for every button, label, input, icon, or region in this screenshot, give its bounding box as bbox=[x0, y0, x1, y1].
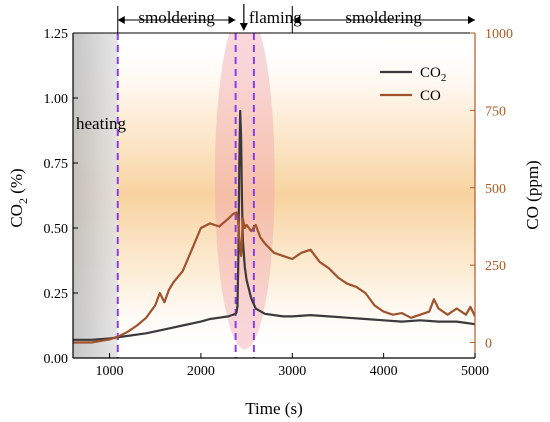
y-axis-left-title-unit: (%) bbox=[7, 168, 26, 198]
annot-smoldering-2-arrow-left bbox=[293, 16, 301, 24]
y-axis-right-title: CO (ppm) bbox=[523, 160, 542, 229]
y-right-tick-label: 750 bbox=[485, 104, 506, 119]
x-tick-label: 4000 bbox=[370, 364, 398, 379]
y-right-tick-label: 250 bbox=[485, 259, 506, 274]
series-line-co bbox=[73, 211, 475, 344]
annot-smoldering-2-label: smoldering bbox=[345, 8, 422, 27]
y-left-tick-label: 0.25 bbox=[44, 287, 69, 302]
heating-region-shade bbox=[73, 33, 118, 358]
region-labels: heating bbox=[76, 114, 127, 133]
y-right-tick-label: 500 bbox=[485, 182, 506, 197]
annot-smoldering-1-arrow-right bbox=[228, 16, 236, 24]
x-tick-label: 5000 bbox=[461, 364, 489, 379]
phase-annotations: smoldering flaming smoldering bbox=[117, 4, 475, 33]
annot-smoldering-1-label: smoldering bbox=[138, 8, 215, 27]
y-right-tick-label: 1000 bbox=[485, 27, 513, 42]
x-tick-label: 2000 bbox=[187, 364, 215, 379]
flaming-region-glow bbox=[214, 33, 275, 350]
annot-smoldering-2-arrow-right bbox=[468, 16, 475, 24]
y-left-tick-label: 0.50 bbox=[44, 222, 69, 237]
legend-label-co: CO bbox=[420, 88, 441, 104]
legend-label-co2: CO2 bbox=[420, 65, 446, 84]
y-right-tick-label: 0 bbox=[485, 337, 492, 352]
background-shading bbox=[73, 33, 475, 358]
annot-flaming-arrow bbox=[239, 23, 248, 31]
legend-label-co2-main: CO bbox=[420, 65, 441, 81]
series-lines bbox=[73, 109, 475, 344]
heating-label: heating bbox=[76, 114, 127, 133]
y-left-tick-label: 0.00 bbox=[44, 352, 69, 367]
combustion-glow-band bbox=[73, 33, 475, 358]
y-left-tick-label: 1.25 bbox=[44, 27, 69, 42]
axes bbox=[72, 32, 476, 359]
y-left-tick-label: 0.75 bbox=[44, 157, 69, 172]
legend-label-co2-sub: 2 bbox=[441, 72, 447, 84]
x-tick-label: 1000 bbox=[96, 364, 124, 379]
y-axis-left-title: CO2 (%) bbox=[7, 168, 30, 227]
annot-smoldering-1-arrow-left bbox=[117, 16, 125, 24]
x-tick-label: 3000 bbox=[278, 364, 306, 379]
tick-labels: 1000 2000 3000 4000 50000.000.250.500.751.00… bbox=[44, 27, 514, 379]
y-left-tick-label: 1.00 bbox=[44, 92, 69, 107]
x-axis-title: Time (s) bbox=[245, 399, 302, 418]
annot-flaming-label: flaming bbox=[249, 8, 302, 27]
y-axis-left-title-sub: 2 bbox=[16, 198, 30, 204]
y-axis-left-title-main: CO bbox=[7, 204, 26, 228]
